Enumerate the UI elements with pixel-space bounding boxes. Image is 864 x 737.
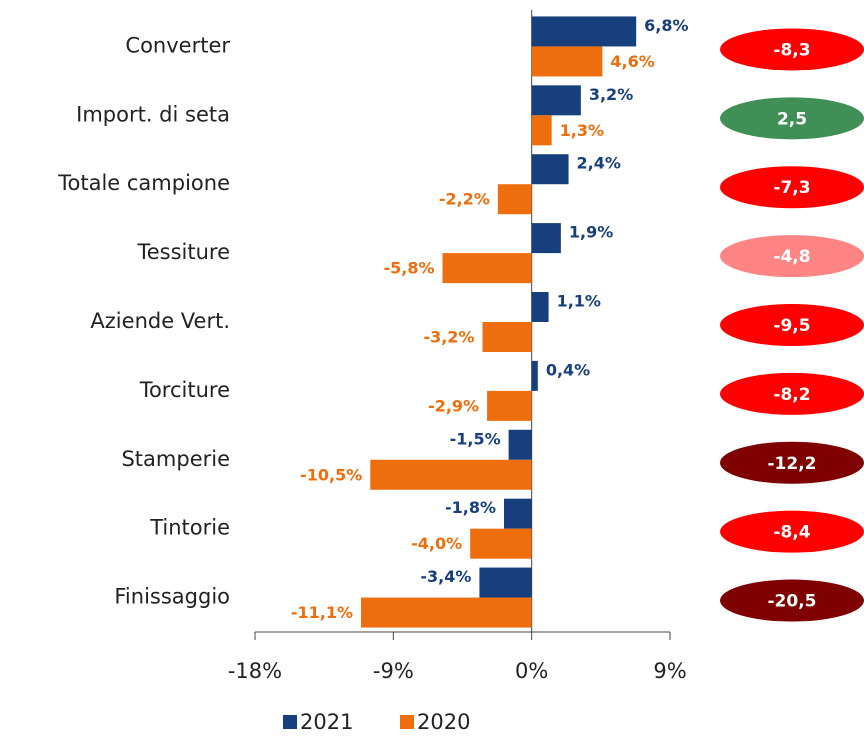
category-label: Import. di seta [76,102,230,126]
badge-label: -4,8 [773,247,810,267]
category-label: Tessiture [136,240,230,264]
bar [361,597,532,628]
bar [531,360,538,391]
category-label: Converter [125,33,230,57]
badge [720,372,864,415]
badge [720,304,864,346]
bar [531,292,549,322]
bar [531,46,603,77]
badge [720,579,864,622]
bar [479,567,532,598]
badge-label: -9,5 [773,316,810,336]
value-label: 2,4% [577,154,621,173]
value-label: -3,4% [420,567,471,586]
value-label: 1,1% [557,292,601,311]
bar [504,498,532,529]
bar [470,528,532,559]
bar [487,390,532,421]
value-label: -1,5% [450,429,501,448]
value-label: -5,8% [384,259,435,278]
legend-swatch [400,715,414,729]
bar [442,253,532,284]
bar [508,429,532,460]
badge [720,510,864,553]
badge [720,166,864,209]
badge-label: -8,4 [773,523,810,543]
bar [482,322,532,352]
badge-label: -8,2 [773,385,810,405]
value-label: 0,4% [546,360,590,379]
badge-label: 2,5 [777,109,807,129]
bar [531,154,569,185]
badge-label: -20,5 [768,592,817,612]
bar [531,85,581,116]
badge-label: -7,3 [773,178,810,198]
x-tick-label: -18% [228,659,282,683]
badge [720,28,864,71]
value-label: 1,3% [560,121,604,140]
value-label: 1,9% [569,223,613,242]
category-label: Torciture [139,378,230,402]
value-label: -10,5% [300,465,362,484]
bar [531,115,552,146]
value-label: -11,1% [291,603,353,622]
category-label: Stamperie [121,447,230,471]
bar [531,223,561,254]
legend-label: 2021 [300,710,353,734]
value-label: -4,0% [411,534,462,553]
bar [497,184,532,215]
badge-label: -12,2 [768,454,817,474]
legend-label: 2020 [417,710,470,734]
category-label: Totale campione [57,171,230,195]
x-tick-label: 0% [515,659,548,683]
badge [720,97,864,140]
badge [720,441,864,484]
legend-swatch [283,715,297,729]
category-label: Finissaggio [114,585,230,609]
x-tick-label: -9% [373,659,414,683]
value-label: -3,2% [423,328,474,347]
value-label: -1,8% [445,498,496,517]
badge [720,235,864,278]
bar [531,16,637,47]
category-label: Aziende Vert. [90,309,230,333]
bar [370,459,532,490]
value-label: 3,2% [589,85,633,104]
value-label: 4,6% [610,52,654,71]
value-label: 6,8% [644,16,688,35]
category-label: Tintorie [149,516,230,540]
value-label: -2,9% [428,396,479,415]
x-tick-label: 9% [653,659,686,683]
value-label: -2,2% [439,190,490,209]
badge-label: -8,3 [773,40,810,60]
